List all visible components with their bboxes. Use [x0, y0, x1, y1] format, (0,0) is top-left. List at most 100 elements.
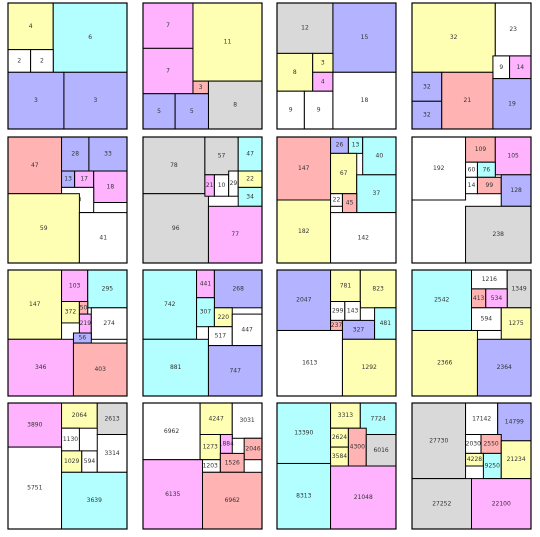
tile-label: 11: [224, 39, 232, 46]
tile: [441, 71, 494, 130]
tile-label: 5: [190, 108, 194, 115]
tile-label: 21234: [507, 456, 526, 463]
tiling-panel: 6962 4247 3031 1884 2046 1273 1203 1526 6135 6962: [142, 402, 263, 530]
tile-label: 594: [84, 458, 96, 465]
tile-label: 307: [200, 309, 212, 316]
tile: [411, 136, 467, 201]
tile-label: 77: [231, 231, 239, 238]
tile: [7, 136, 63, 195]
tile: [500, 174, 532, 207]
tile-label: 103: [69, 282, 81, 289]
tile: [7, 193, 80, 264]
tile-label: 32: [423, 112, 431, 119]
tile-label: 34: [246, 193, 254, 200]
tile-label: 534: [491, 295, 503, 302]
tile-label: 481: [380, 320, 392, 327]
tiling-panel: 78 96 57 47 21 10 29 22 34 77: [142, 136, 263, 264]
tile-label: 3639: [87, 497, 102, 504]
tile-label: 1203: [203, 463, 218, 470]
tile-label: 823: [372, 285, 384, 292]
tile-label: 41: [99, 234, 107, 241]
tile-label: 2624: [332, 434, 347, 441]
panel-frame: [276, 269, 397, 397]
tile-label: 2542: [434, 297, 449, 304]
tile-label: 192: [433, 165, 445, 172]
tile-label: 441: [200, 280, 212, 287]
tile: [276, 402, 332, 464]
panel-frame: [142, 136, 263, 264]
tile-label: 6016: [373, 447, 388, 454]
tile-label: 3: [199, 84, 203, 91]
tile-label: 5: [157, 108, 161, 115]
tile: [199, 402, 233, 435]
tile-label: 59: [40, 225, 48, 232]
tile: [276, 462, 332, 530]
tile: [494, 136, 532, 176]
tiling-panel: 742 881 441 268 307 220 517 447 747: [142, 269, 263, 397]
tile: [365, 434, 397, 467]
tile-label: 372: [65, 309, 77, 316]
tile-label: 594: [481, 316, 493, 323]
tile-label: 3313: [338, 412, 353, 419]
tile-label: 21048: [354, 494, 373, 501]
tile-label: 22: [246, 176, 254, 183]
tile-label: 13390: [294, 430, 313, 437]
tile-label: 2064: [72, 412, 87, 419]
tile-label: 182: [298, 228, 310, 235]
tile-label: 299: [332, 307, 344, 314]
tile-label: 26: [336, 142, 344, 149]
panel-frame: [411, 402, 532, 530]
tile-label: 40: [376, 152, 384, 159]
panel-frame: [276, 2, 397, 130]
tile: [202, 471, 263, 530]
tile-label: 17142: [472, 415, 491, 422]
tile-label: 128: [510, 187, 522, 194]
tile-label: 78: [170, 162, 178, 169]
panel-frame: [411, 2, 532, 130]
tile-label: 2030: [466, 440, 481, 447]
tile: [330, 152, 358, 195]
tile: [52, 2, 128, 73]
tile: [411, 269, 472, 331]
tile-label: 32: [450, 34, 458, 41]
tile-label: 3: [321, 59, 325, 66]
tile-label: 881: [170, 364, 182, 371]
tile-label: 3890: [27, 422, 42, 429]
tile-label: 19: [508, 100, 516, 107]
tile-label: 268: [232, 285, 244, 292]
tile-label: 1884: [219, 440, 234, 447]
tile-label: 747: [229, 367, 241, 374]
tile-label: 403: [94, 366, 106, 373]
tile-label: 1292: [362, 364, 377, 371]
tile-label: 105: [507, 152, 519, 159]
tile-label: 7: [166, 22, 170, 29]
tile: [192, 2, 263, 82]
panel-frame: [7, 136, 128, 264]
tile-label: 57: [218, 152, 226, 159]
tile-label: 67: [340, 170, 348, 177]
tile: [61, 402, 98, 429]
tiling-panel: 32 23 9 14 32 32 21 19: [411, 2, 532, 130]
tile: [61, 471, 128, 530]
tile: [411, 402, 467, 480]
tile-label: 4: [321, 78, 325, 85]
tile-label: 4247: [209, 415, 224, 422]
panel-frame: [411, 269, 532, 397]
tile: [465, 136, 496, 163]
tile: [72, 342, 128, 397]
tile-label: 1526: [225, 459, 240, 466]
tile-label: 781: [340, 282, 352, 289]
tile-label: 6962: [225, 497, 240, 504]
panel-frame: [142, 402, 263, 530]
tile: [332, 2, 397, 73]
tiling-panel: 4 6 2 2 3 3: [7, 2, 128, 130]
tile-label: 27252: [432, 500, 451, 507]
tile-label: 8: [233, 102, 237, 109]
tile-label: 76: [483, 166, 491, 173]
panel-frame: [7, 402, 128, 530]
tile-label: 413: [473, 295, 485, 302]
tile-label: 21: [206, 182, 214, 189]
tile-label: 33: [104, 151, 112, 158]
tile-label: 2613: [104, 415, 119, 422]
